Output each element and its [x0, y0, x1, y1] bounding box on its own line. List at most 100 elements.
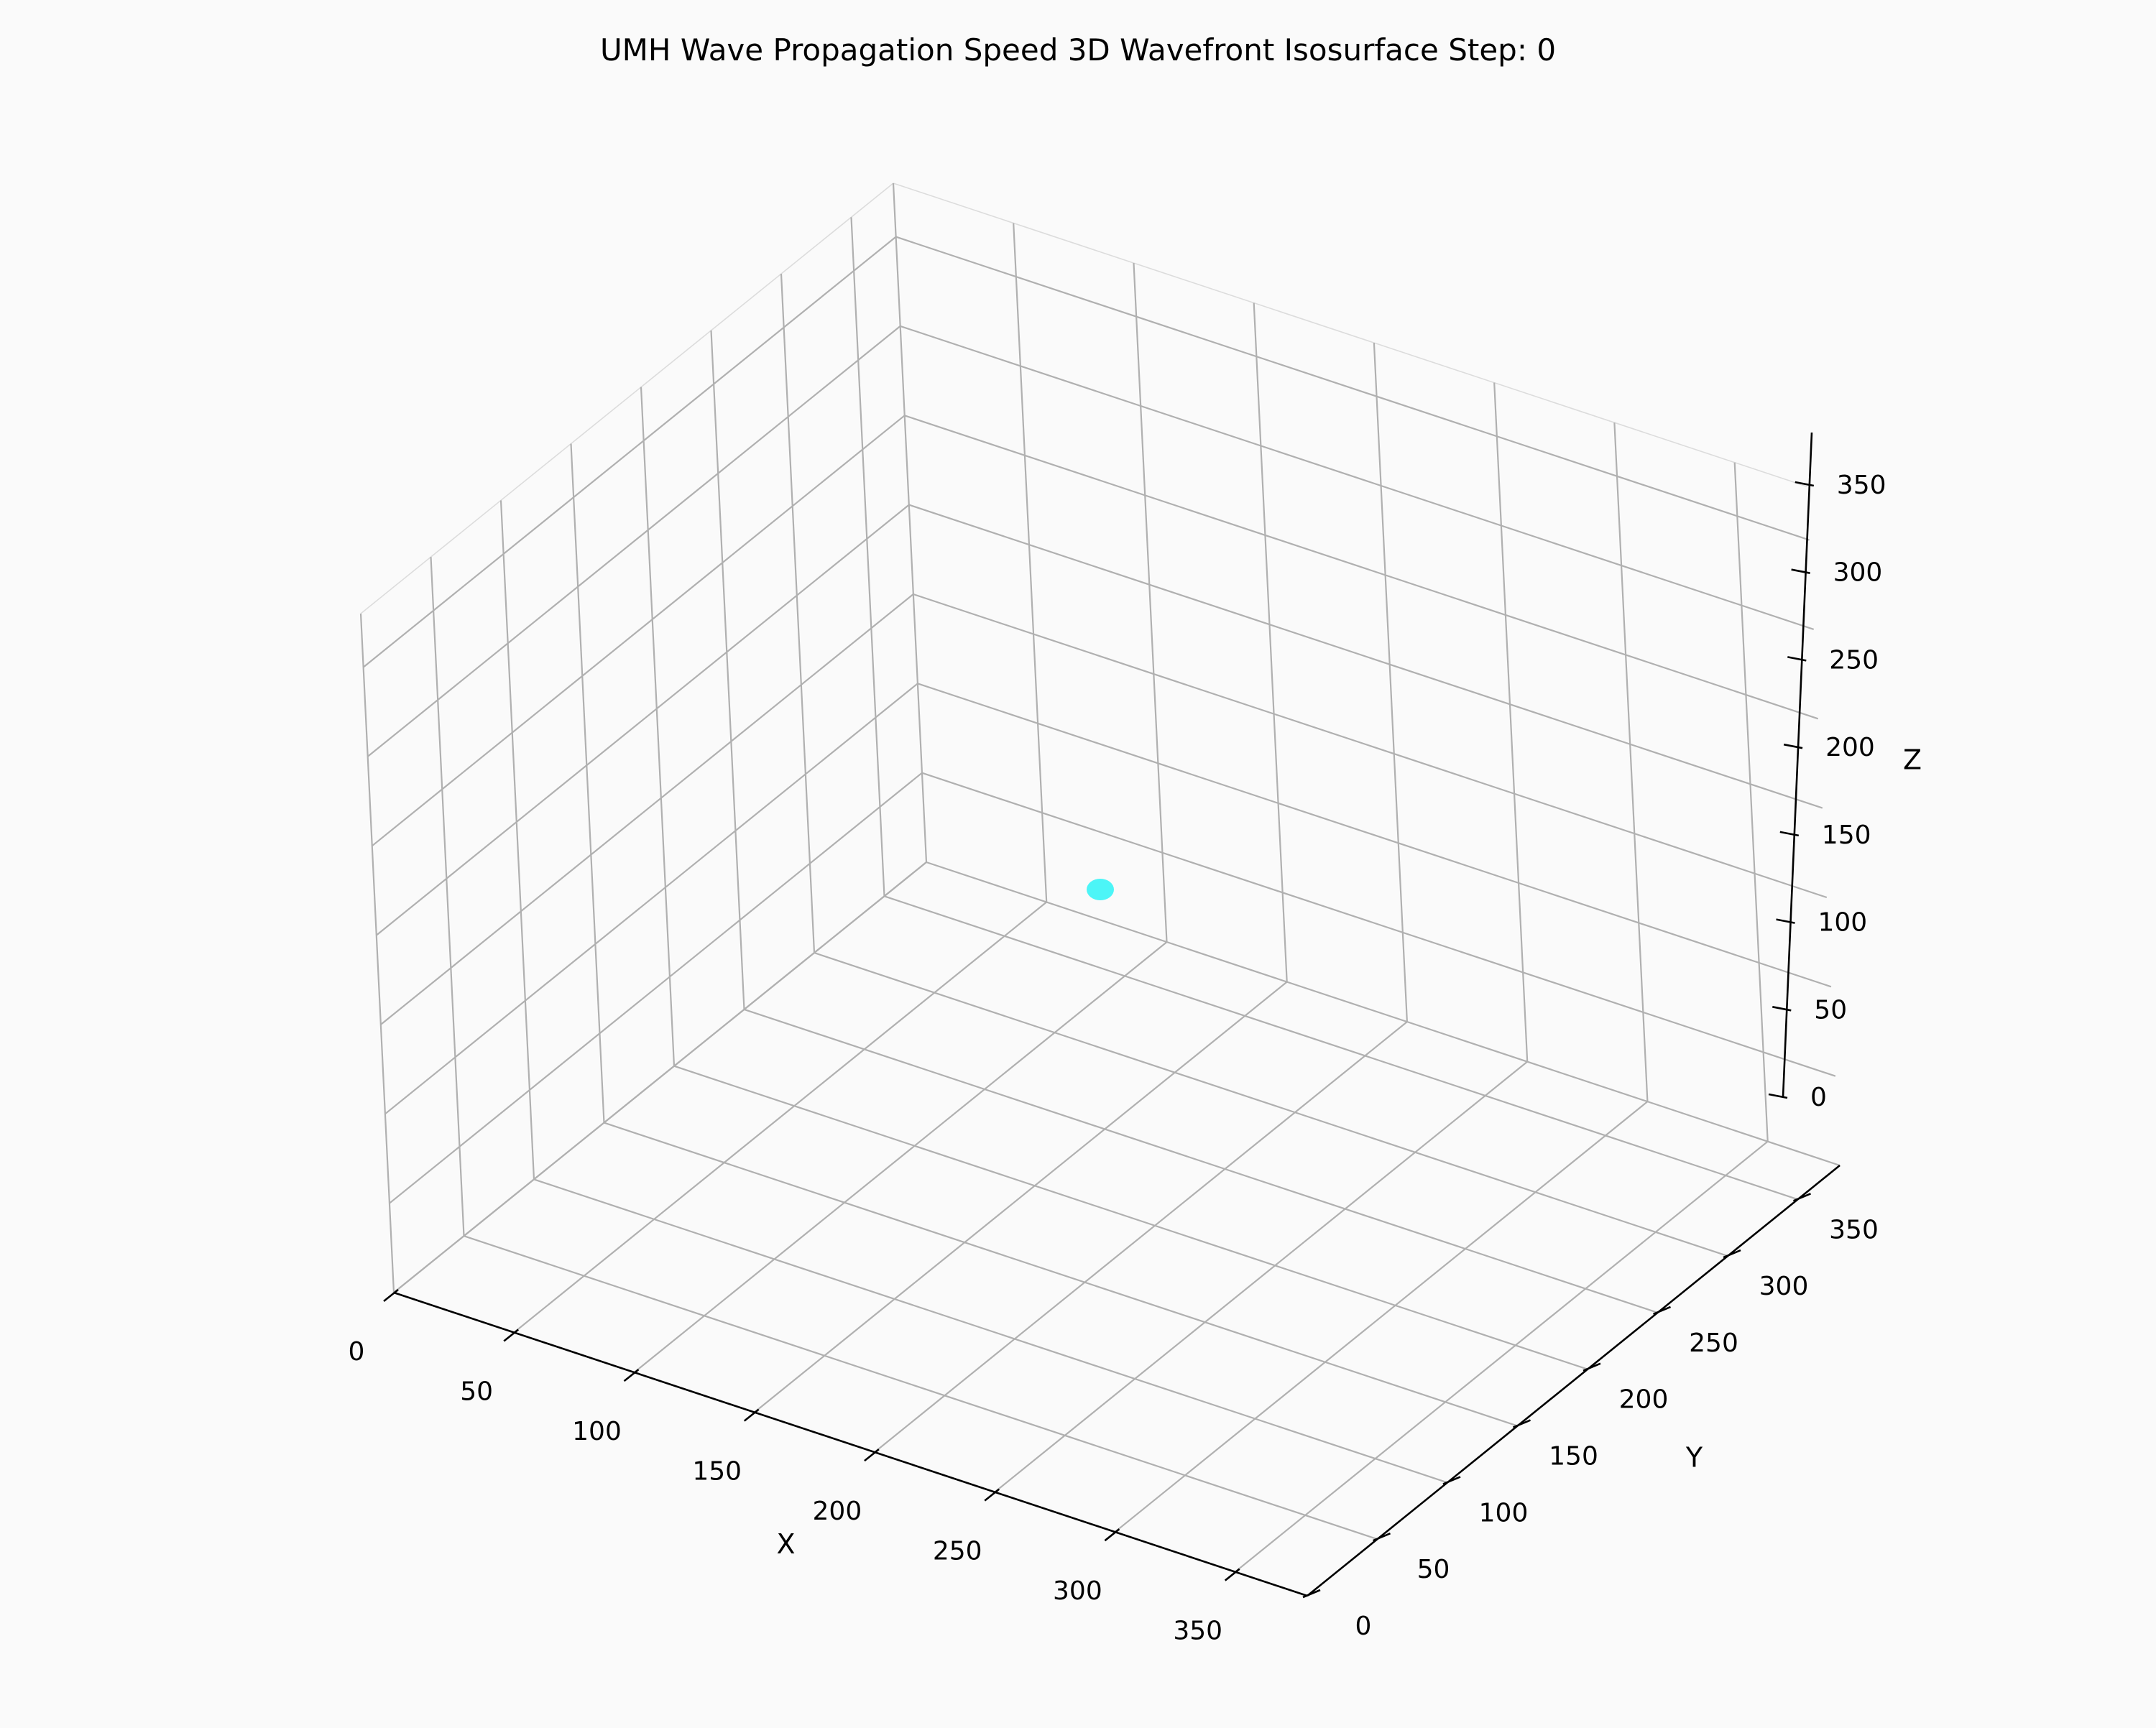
x-tick-label: 0	[349, 1337, 365, 1367]
z-tick-label: 100	[1818, 908, 1868, 938]
left-wall-grid-line-z	[389, 772, 923, 1204]
left-wall-grid-line-z	[362, 236, 897, 668]
pane-edge-left-top	[360, 182, 894, 614]
data-points	[1087, 879, 1114, 900]
x-tick-label: 250	[933, 1537, 982, 1566]
y-tick-label: 300	[1759, 1272, 1809, 1301]
left-wall-grid-line-y	[780, 274, 816, 953]
floor-grid-line-y	[744, 1008, 1658, 1313]
z-tick-mark	[1776, 918, 1795, 924]
back-wall-grid-line-z	[908, 504, 1823, 809]
left-wall-grid-line-y	[850, 217, 885, 897]
back-wall-grid-line-x	[1133, 263, 1168, 943]
z-tick-label: 50	[1814, 995, 1847, 1025]
data-point	[1087, 879, 1114, 900]
z-tick-mark	[1783, 743, 1803, 749]
floor-grid-line-y	[604, 1122, 1518, 1427]
back-wall-grid-line-z	[900, 325, 1815, 630]
back-wall-grid-line-x	[1373, 343, 1408, 1022]
x-tick-label: 150	[692, 1457, 742, 1487]
floor-grid-line-x	[513, 901, 1047, 1334]
x-tick-label: 50	[460, 1377, 493, 1407]
x-tick-label: 300	[1053, 1576, 1102, 1606]
z-tick-mark	[1787, 656, 1807, 662]
floor-grid-line-y	[464, 1235, 1378, 1540]
x-tick-label: 100	[572, 1417, 622, 1446]
back-wall-grid-line-z	[926, 861, 1841, 1167]
y-tick-mark	[1513, 1419, 1531, 1428]
floor-grid-line-y	[884, 895, 1798, 1201]
x-tick-mark	[1104, 1528, 1120, 1542]
y-tick-mark	[1793, 1193, 1811, 1202]
floor-grid-line-x	[754, 981, 1288, 1413]
y-tick-mark	[1373, 1532, 1391, 1542]
left-wall-grid-line-z	[367, 325, 901, 757]
z-tick-mark	[1779, 831, 1800, 837]
z-tick-mark	[1791, 568, 1810, 574]
z-tick-label: 0	[1810, 1083, 1827, 1112]
y-tick-mark	[1442, 1476, 1461, 1485]
y-tick-label: 0	[1355, 1612, 1372, 1641]
left-wall-grid-line-y	[430, 557, 465, 1237]
z-tick-label: 250	[1829, 645, 1879, 675]
y-axis-line	[1307, 1164, 1841, 1597]
grid-lines	[359, 182, 1841, 1597]
z-axis-label: Z	[1903, 744, 1922, 776]
x-axis-label: X	[776, 1528, 795, 1560]
back-wall-grid-line-x	[1013, 223, 1048, 902]
floor-grid-line-y	[533, 1178, 1448, 1484]
floor-grid-line-x	[633, 941, 1168, 1373]
back-wall-grid-line-z	[904, 415, 1819, 720]
x-tick-mark	[623, 1369, 640, 1382]
x-tick-mark	[984, 1488, 1000, 1502]
y-tick-label: 50	[1417, 1555, 1450, 1584]
floor-grid-line-x	[994, 1061, 1528, 1493]
z-tick-label: 200	[1825, 733, 1875, 762]
left-wall-grid-line-y	[499, 500, 535, 1180]
y-tick-label: 100	[1479, 1498, 1529, 1528]
pane-edge-back-top	[893, 182, 1807, 487]
y-tick-label: 250	[1689, 1329, 1738, 1358]
back-wall-grid-line-x	[1493, 382, 1529, 1062]
left-wall-grid-line-z	[384, 683, 918, 1115]
floor-grid-line-x	[1114, 1101, 1649, 1533]
y-tick-label: 350	[1829, 1215, 1879, 1244]
x-tick-label: 350	[1173, 1617, 1222, 1646]
y-axis-label: Y	[1685, 1442, 1703, 1474]
y-tick-mark	[1583, 1362, 1601, 1372]
left-wall-grid-line-y	[640, 387, 676, 1066]
left-wall-grid-line-z	[372, 415, 906, 847]
x-tick-mark	[743, 1408, 760, 1422]
back-wall-grid-line-x	[1613, 422, 1649, 1102]
floor-grid-line-x	[1235, 1140, 1769, 1573]
floor-grid-line-y	[673, 1065, 1588, 1370]
z-tick-mark	[1772, 1006, 1792, 1012]
back-wall-grid-line-z	[895, 236, 1810, 541]
y-tick-label: 150	[1549, 1442, 1598, 1471]
y-tick-mark	[1302, 1589, 1321, 1599]
left-wall-grid-line-y	[710, 330, 745, 1009]
floor-grid-line-y	[814, 952, 1728, 1257]
z-tick-mark	[1795, 481, 1815, 487]
z-tick-label: 350	[1837, 471, 1886, 500]
back-wall-grid-line-z	[913, 593, 1828, 899]
left-wall-grid-line-y	[359, 613, 395, 1293]
x-tick-mark	[864, 1449, 880, 1462]
left-wall-grid-line-z	[380, 593, 914, 1025]
y-tick-label: 200	[1619, 1385, 1669, 1415]
left-wall-grid-line-y	[570, 443, 605, 1123]
y-tick-mark	[1723, 1249, 1741, 1259]
x-axis-line	[393, 1291, 1308, 1597]
back-wall-grid-line-x	[1253, 302, 1288, 982]
x-tick-mark	[1224, 1568, 1240, 1581]
left-wall-grid-line-z	[393, 861, 927, 1293]
back-wall-grid-line-x	[892, 182, 928, 863]
z-axis-line	[1782, 432, 1813, 1098]
x-tick-mark	[383, 1288, 399, 1303]
z-tick-label: 150	[1822, 821, 1871, 850]
chart-title: UMH Wave Propagation Speed 3D Wavefront …	[600, 32, 1556, 68]
z-tick-mark	[1768, 1093, 1788, 1099]
x-tick-label: 200	[813, 1497, 862, 1526]
